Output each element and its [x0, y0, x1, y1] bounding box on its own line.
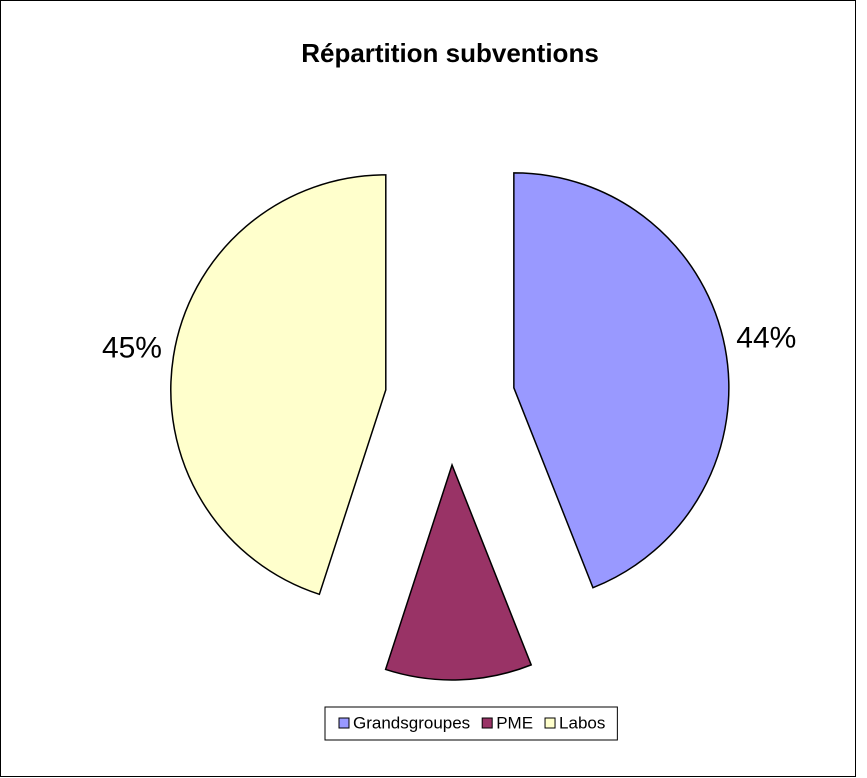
pie-slice [513, 172, 730, 589]
legend-label: Grandsgroupes [353, 713, 470, 732]
legend-swatch [481, 717, 493, 729]
pie-slice [170, 174, 387, 596]
pie-slice [384, 462, 533, 681]
data-label: 45% [102, 332, 162, 365]
legend-label: Labos [559, 713, 605, 732]
legend-box [324, 706, 618, 741]
legend-swatch [338, 717, 350, 729]
legend-label: PME [496, 713, 533, 732]
legend-swatch [544, 717, 556, 729]
chart-title: Répartition subventions [301, 38, 599, 68]
data-label: 44% [736, 322, 796, 355]
legend: Grandsgroupes PME Labos [324, 706, 618, 741]
